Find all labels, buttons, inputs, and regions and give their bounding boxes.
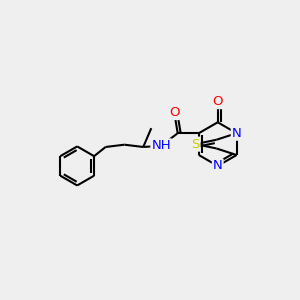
Text: O: O [169,106,179,119]
Text: N: N [213,159,223,172]
Text: N: N [232,127,242,140]
Text: S: S [191,138,200,151]
Text: O: O [212,95,223,108]
Text: NH: NH [151,139,171,152]
